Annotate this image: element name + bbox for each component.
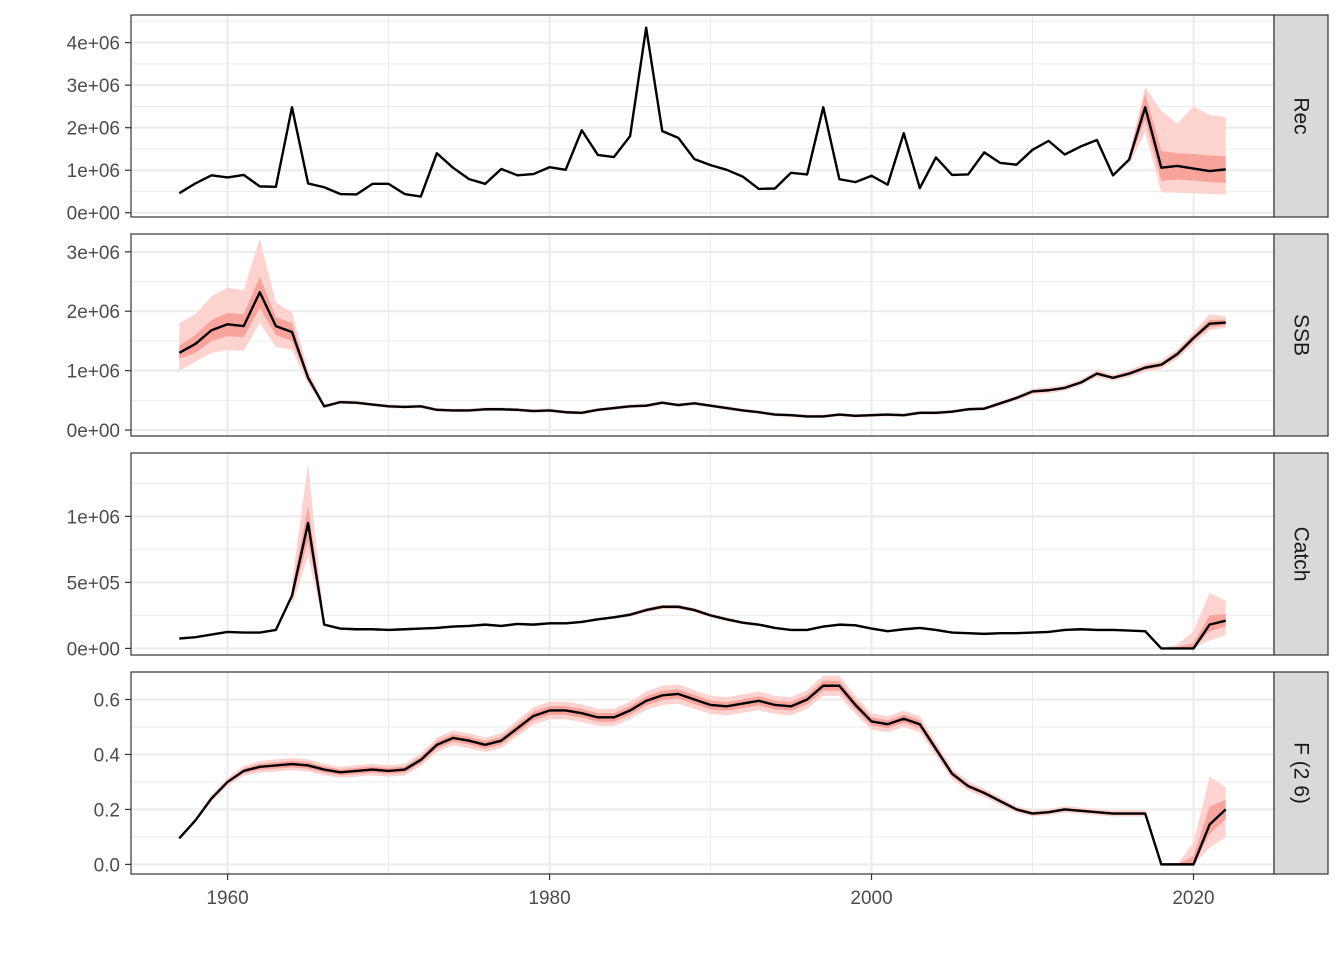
y-tick-label: 1e+06 bbox=[67, 362, 120, 383]
facet-strip-label: Rec bbox=[1290, 97, 1313, 134]
facet-panel-3: 0.0 0.2 0.4 0.6 F (2 6) bbox=[94, 671, 1329, 876]
y-tick-label: 0e+00 bbox=[67, 421, 120, 442]
panel-background bbox=[131, 453, 1274, 655]
plot-area bbox=[178, 675, 1227, 866]
facet-strip bbox=[1273, 671, 1329, 875]
plot-area bbox=[178, 238, 1226, 419]
facet-panel-2: 0e+00 5e+05 1e+06 Catch bbox=[67, 452, 1329, 660]
y-tick-label: 0e+00 bbox=[67, 204, 120, 225]
y-tick-label: 0e+00 bbox=[67, 639, 120, 660]
y-tick-label: 5e+05 bbox=[67, 573, 120, 594]
y-tick-label: 1e+06 bbox=[67, 507, 120, 528]
y-tick-label: 2e+06 bbox=[67, 302, 120, 323]
y-tick-label: 2e+06 bbox=[67, 119, 120, 140]
y-tick-label: 1e+06 bbox=[67, 161, 120, 182]
series-line bbox=[178, 291, 1226, 418]
y-tick-label: 3e+06 bbox=[67, 76, 120, 97]
series-line bbox=[178, 26, 1226, 198]
y-tick-label: 0.0 bbox=[94, 855, 120, 876]
facet-strip bbox=[1273, 14, 1329, 218]
x-tick-label: 1960 bbox=[206, 888, 248, 909]
series-line bbox=[179, 521, 1226, 650]
series-line bbox=[178, 684, 1227, 866]
facet-strip-label: Catch bbox=[1290, 527, 1313, 582]
plot-area bbox=[178, 26, 1226, 198]
facet-panel-0: 0e+00 1e+06 2e+06 3e+06 4e+06 Rec bbox=[67, 14, 1329, 225]
facet-strip bbox=[1273, 233, 1329, 437]
y-tick-label: 0.6 bbox=[94, 690, 120, 711]
inner-confidence-band bbox=[1129, 93, 1226, 183]
x-tick-label: 2020 bbox=[1172, 888, 1214, 909]
y-tick-label: 4e+06 bbox=[67, 34, 120, 55]
x-axis: 1960 1980 2000 2020 bbox=[206, 874, 1215, 909]
plot-area bbox=[179, 463, 1226, 650]
facet-panel-1: 0e+00 1e+06 2e+06 3e+06 SSB bbox=[67, 233, 1329, 442]
facet-strip bbox=[1273, 452, 1329, 656]
y-tick-label: 3e+06 bbox=[67, 243, 120, 264]
x-tick-label: 1980 bbox=[528, 888, 570, 909]
inner-confidence-band bbox=[179, 680, 1226, 865]
y-tick-label: 0.4 bbox=[94, 745, 121, 766]
x-tick-label: 2000 bbox=[850, 888, 892, 909]
facet-strip-label: SSB bbox=[1290, 314, 1313, 356]
panel-background bbox=[131, 15, 1274, 217]
facet-strip-label: F (2 6) bbox=[1290, 742, 1313, 804]
y-tick-label: 0.2 bbox=[94, 800, 120, 821]
